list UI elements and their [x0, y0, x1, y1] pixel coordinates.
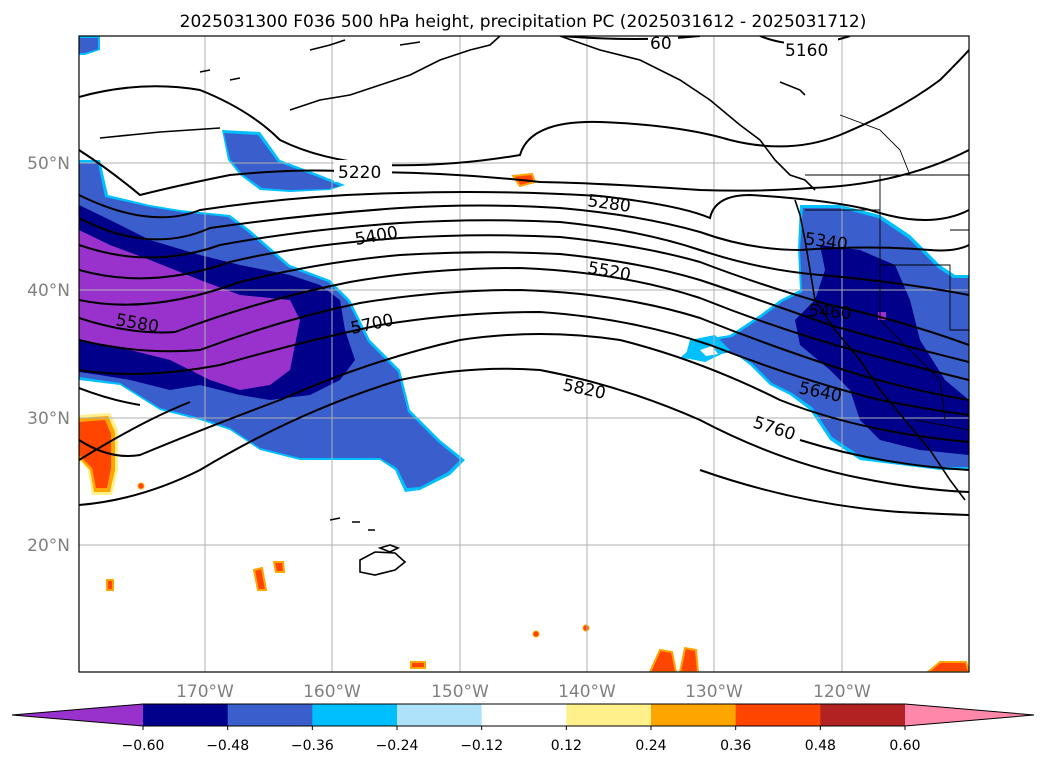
colorbar-bin — [566, 704, 652, 726]
height-contours — [79, 36, 969, 516]
colorbar-tick-label: 0.60 — [889, 738, 920, 754]
colorbar-bin — [651, 704, 737, 726]
colorbar-tick-label: −0.36 — [291, 738, 334, 754]
chart-title: 2025031300 F036 500 hPa height, precipit… — [180, 12, 867, 32]
colorbar-tick-label: 0.48 — [805, 738, 836, 754]
lon-labels: 170°W 160°W 150°W 140°W 130°W 120°W — [176, 682, 871, 702]
colorbar-bin — [397, 704, 483, 726]
colorbar-tick-label: −0.48 — [206, 738, 249, 754]
lon-label: 140°W — [558, 682, 616, 702]
colorbar-tick-label: 0.24 — [635, 738, 666, 754]
colorbar-tick-label: 0.12 — [551, 738, 582, 754]
colorbar-bin — [820, 704, 906, 726]
lon-label: 160°W — [303, 682, 361, 702]
colorbar-extend-min — [12, 704, 143, 726]
colorbar-bin — [143, 704, 229, 726]
colorbar-tick-label: −0.24 — [376, 738, 419, 754]
lat-label: 40°N — [27, 281, 70, 301]
contour-label: 5220 — [338, 163, 381, 183]
lon-label: 130°W — [685, 682, 743, 702]
colorbar-bin — [481, 704, 567, 726]
colorbar-extend-max — [905, 704, 1034, 726]
map-frame — [78, 35, 970, 673]
contour-label: 5160 — [785, 41, 828, 61]
lat-label: 30°N — [27, 409, 70, 429]
borders — [805, 114, 969, 431]
colorbar-bin — [312, 704, 398, 726]
lon-label: 120°W — [813, 682, 871, 702]
colorbar-bin — [227, 704, 313, 726]
lat-labels: 50°N 40°N 30°N 20°N — [27, 154, 70, 556]
lon-label: 170°W — [176, 682, 234, 702]
colorbar-tick-label: −0.60 — [122, 738, 165, 754]
gridlines — [79, 36, 969, 672]
lat-label: 50°N — [27, 154, 70, 174]
lat-label: 20°N — [27, 536, 70, 556]
precip-positive — [79, 172, 969, 672]
contour-label: 60 — [650, 34, 672, 54]
lon-label: 150°W — [431, 682, 489, 702]
contour-label: 5460 — [808, 301, 853, 324]
colorbar-tick-label: 0.36 — [720, 738, 751, 754]
map-panel: 5220 5160 60 5280 5340 5400 5460 5520 55… — [79, 34, 969, 672]
coastlines — [99, 36, 966, 576]
colorbar-bin — [735, 704, 821, 726]
colorbar: −0.60 −0.48 −0.36 −0.24 −0.12 0.12 0.24 0.36 0.4… — [11, 703, 1035, 754]
colorbar-tick-label: −0.12 — [460, 738, 503, 754]
